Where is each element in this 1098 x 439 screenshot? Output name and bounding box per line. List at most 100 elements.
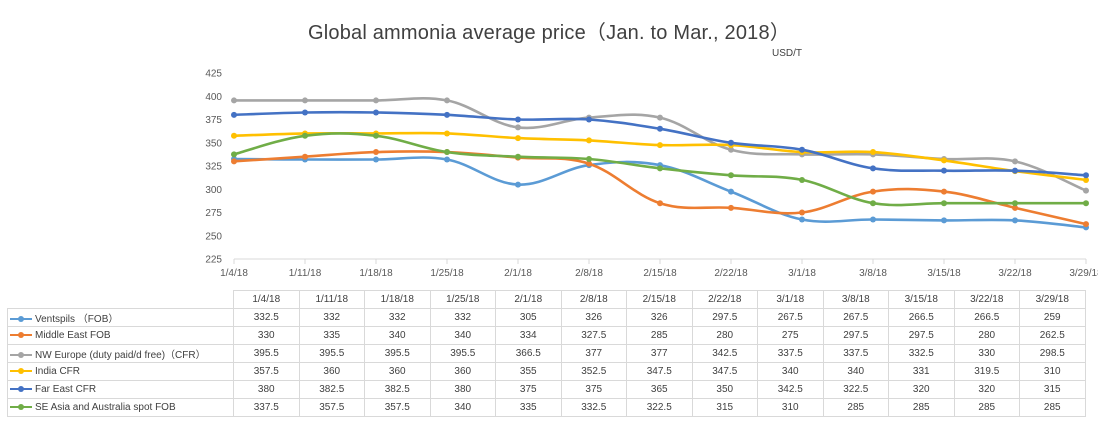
table-cell: 335	[298, 326, 365, 345]
series-point-5	[870, 200, 876, 207]
table-cell: 332.5	[560, 398, 627, 417]
table-header-cell: 3/1/18	[757, 290, 824, 309]
x-tick-label: 2/22/18	[714, 268, 748, 279]
series-point-3	[586, 137, 592, 144]
series-point-2	[1083, 187, 1089, 194]
series-point-3	[941, 157, 947, 164]
table-cell: 330	[953, 344, 1020, 363]
table-cell: 267.5	[757, 308, 824, 327]
series-point-4	[231, 111, 237, 118]
series-point-0	[870, 216, 876, 223]
series-point-5	[799, 176, 805, 183]
series-point-4	[941, 167, 947, 174]
table-cell: 331	[888, 362, 955, 381]
table-cell: 315	[1019, 380, 1086, 399]
series-point-1	[941, 188, 947, 195]
table-cell: 375	[560, 380, 627, 399]
series-point-1	[728, 204, 734, 211]
table-cell: 340	[757, 362, 824, 381]
table-cell: 305	[495, 308, 562, 327]
table-header-cell: 2/22/18	[691, 290, 758, 309]
table-cell: 375	[495, 380, 562, 399]
series-point-1	[586, 160, 592, 167]
series-point-4	[657, 125, 663, 132]
table-header-cell: 2/8/18	[560, 290, 627, 309]
series-point-5	[1012, 200, 1018, 207]
series-point-4	[586, 116, 592, 123]
series-point-2	[728, 146, 734, 153]
series-point-4	[373, 109, 379, 116]
series-point-4	[1012, 167, 1018, 174]
series-legend-label: Far East CFR	[7, 380, 234, 399]
table-row: Middle East FOB 330 335 340 340 334 327.5 285 28…	[7, 326, 1086, 345]
series-legend-label: Middle East FOB	[7, 326, 234, 345]
y-tick-label: 375	[205, 115, 222, 126]
table-cell: 347.5	[691, 362, 758, 381]
table-cell: 267.5	[822, 308, 889, 327]
series-point-4	[515, 116, 521, 123]
table-corner	[7, 290, 234, 309]
series-point-5	[1083, 200, 1089, 207]
table-cell: 365	[626, 380, 693, 399]
y-tick-label: 250	[205, 231, 222, 242]
table-header-cell: 1/25/18	[429, 290, 496, 309]
series-point-5	[657, 165, 663, 172]
table-cell: 395.5	[233, 344, 300, 363]
table-row: NW Europe (duty paid/d free)（CFR） 395.5 39…	[7, 344, 1086, 363]
table-cell: 382.5	[298, 380, 365, 399]
table-row: India CFR 357.5 360 360 360 355 352.5 347.5 347.…	[7, 362, 1086, 381]
series-point-0	[728, 188, 734, 195]
table-header-cell: 2/15/18	[626, 290, 693, 309]
series-point-2	[515, 124, 521, 131]
series-point-5	[444, 149, 450, 156]
table-cell: 340	[822, 362, 889, 381]
table-cell: 347.5	[626, 362, 693, 381]
legend-key-icon	[10, 367, 32, 375]
series-point-5	[231, 151, 237, 158]
series-point-2	[231, 97, 237, 104]
table-cell: 326	[560, 308, 627, 327]
series-point-1	[657, 200, 663, 207]
table-cell: 360	[429, 362, 496, 381]
series-point-2	[373, 97, 379, 104]
series-point-0	[444, 156, 450, 163]
series-point-0	[515, 181, 521, 188]
series-point-1	[799, 209, 805, 216]
x-tick-label: 3/1/18	[788, 268, 816, 279]
table-cell: 320	[888, 380, 955, 399]
y-tick-label: 400	[205, 92, 222, 103]
table-cell: 330	[233, 326, 300, 345]
series-point-1	[1012, 204, 1018, 211]
series-line-3	[232, 131, 1088, 182]
table-header-cell: 2/1/18	[495, 290, 562, 309]
x-tick-label: 3/8/18	[859, 268, 887, 279]
series-point-2	[444, 97, 450, 104]
table-cell: 380	[429, 380, 496, 399]
table-row: Far East CFR 380 382.5 382.5 380 375 375 365 350…	[7, 380, 1086, 399]
series-point-4	[302, 109, 308, 116]
y-tick-label: 225	[205, 255, 222, 266]
table-cell: 315	[691, 398, 758, 417]
table-cell: 380	[233, 380, 300, 399]
y-tick-label: 350	[205, 138, 222, 149]
series-point-3	[444, 130, 450, 137]
table-row: SE Asia and Australia spot FOB 337.5 357.5…	[7, 398, 1086, 417]
table-cell: 366.5	[495, 344, 562, 363]
table-cell: 297.5	[822, 326, 889, 345]
table-header-cell: 1/18/18	[364, 290, 431, 309]
table-cell: 332.5	[888, 344, 955, 363]
table-header-cell: 3/15/18	[888, 290, 955, 309]
series-point-4	[870, 165, 876, 172]
y-tick-label: 300	[205, 185, 222, 196]
y-tick-label: 425	[205, 69, 222, 80]
table-cell: 337.5	[233, 398, 300, 417]
table-cell: 319.5	[953, 362, 1020, 381]
series-point-1	[1083, 221, 1089, 228]
table-cell: 382.5	[364, 380, 431, 399]
table-cell: 342.5	[757, 380, 824, 399]
series-point-0	[1012, 217, 1018, 224]
y-tick-label: 325	[205, 162, 222, 173]
table-row: Ventspils （FOB） 332.5 332 332 332 305 326 326 29…	[7, 308, 1086, 327]
series-point-4	[444, 111, 450, 118]
series-point-0	[941, 217, 947, 224]
